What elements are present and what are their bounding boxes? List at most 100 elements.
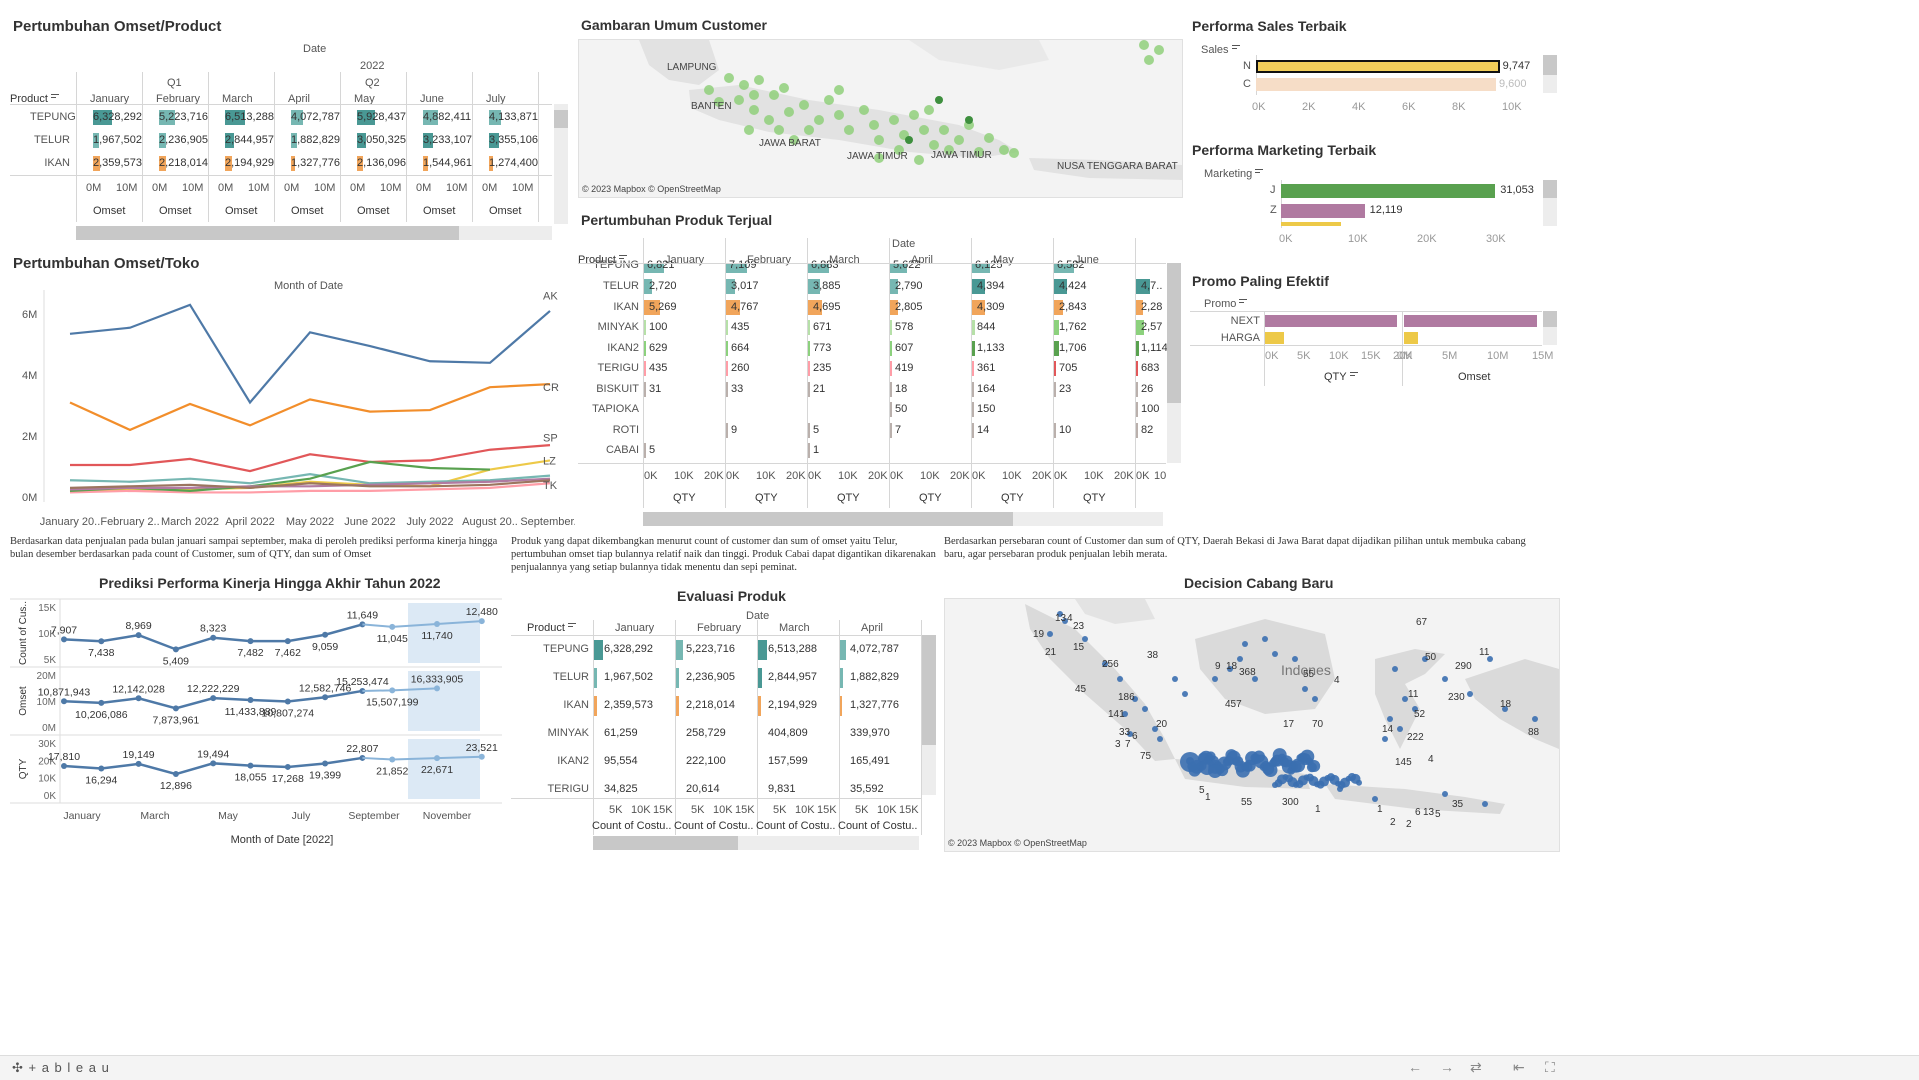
value-bar[interactable] [890, 422, 892, 438]
value-bar[interactable] [676, 668, 680, 688]
row-label[interactable]: N [1243, 60, 1251, 72]
sort-icon[interactable] [1349, 372, 1358, 380]
value-bar[interactable] [1136, 422, 1138, 438]
value-bar[interactable] [808, 422, 810, 438]
first-icon[interactable]: ⇤ [1513, 1059, 1525, 1075]
value-bar[interactable] [808, 381, 810, 397]
value-bar[interactable] [808, 361, 810, 376]
value-bar[interactable] [1136, 381, 1138, 397]
value-bar[interactable] [840, 640, 846, 660]
product-label[interactable]: IKAN [563, 699, 589, 711]
value-bar[interactable] [644, 299, 660, 315]
marketing-bar[interactable] [1281, 184, 1496, 198]
vertical-scrollbar[interactable] [1543, 311, 1557, 345]
value-bar[interactable] [644, 381, 646, 397]
fullscreen-icon[interactable]: ⛶ [1545, 1059, 1555, 1075]
value-bar[interactable] [423, 156, 428, 171]
customer-map[interactable]: LAMPUNG BANTEN JAWA BARAT JAWA TIMUR JAW… [578, 39, 1183, 198]
product-label[interactable]: TELUR [602, 280, 639, 292]
value-bar[interactable] [1054, 340, 1060, 356]
value-bar[interactable] [972, 422, 974, 438]
value-bar[interactable] [93, 156, 101, 171]
vertical-scrollbar[interactable] [1543, 180, 1557, 226]
marketing-bar-partial[interactable] [1281, 222, 1341, 226]
value-bar[interactable] [726, 263, 748, 273]
field-header[interactable]: Promo [1204, 298, 1248, 310]
product-label[interactable]: IKAN [44, 157, 70, 169]
tableau-logo[interactable]: ✣ + a b l e a u [12, 1060, 110, 1075]
field-header[interactable]: Marketing [1204, 168, 1264, 180]
product-label[interactable]: TERIGU [547, 783, 589, 795]
product-label[interactable]: TELUR [552, 671, 589, 683]
value-bar[interactable] [890, 340, 892, 356]
value-bar[interactable] [726, 279, 736, 294]
value-bar[interactable] [644, 279, 653, 294]
value-bar[interactable] [93, 110, 112, 125]
sort-icon[interactable] [1255, 169, 1264, 177]
product-label[interactable]: MINYAK [547, 727, 589, 739]
value-bar[interactable] [357, 133, 367, 148]
value-bar[interactable] [1136, 279, 1151, 294]
value-bar[interactable] [758, 668, 762, 688]
omset-bar[interactable] [1404, 332, 1418, 344]
value-bar[interactable] [644, 263, 665, 273]
value-bar[interactable] [225, 110, 245, 125]
row-header[interactable]: Product [10, 93, 59, 105]
axis-title[interactable]: QTY [1324, 371, 1358, 383]
product-label[interactable]: TEPUNG [30, 111, 76, 123]
marketing-bar[interactable] [1281, 204, 1365, 218]
sort-icon[interactable] [1231, 45, 1240, 53]
value-bar[interactable] [890, 320, 892, 335]
value-bar[interactable] [644, 340, 646, 356]
value-bar[interactable] [840, 668, 843, 688]
product-label[interactable]: BISKUIT [596, 382, 639, 395]
value-bar[interactable] [726, 299, 741, 315]
value-bar[interactable] [594, 668, 597, 688]
value-bar[interactable] [808, 279, 820, 294]
value-bar[interactable] [1054, 263, 1074, 273]
sales-bar[interactable] [1256, 60, 1500, 73]
horizontal-scrollbar[interactable] [76, 226, 552, 240]
value-bar[interactable] [890, 263, 907, 273]
horizontal-scrollbar[interactable] [593, 836, 919, 850]
value-bar[interactable] [758, 640, 767, 660]
product-label[interactable]: CABAI [605, 444, 639, 456]
value-bar[interactable] [1054, 320, 1060, 335]
value-bar[interactable] [676, 696, 680, 716]
product-label[interactable]: TELUR [33, 134, 70, 146]
value-bar[interactable] [972, 340, 976, 356]
value-bar[interactable] [808, 299, 823, 315]
value-bar[interactable] [1054, 279, 1068, 294]
value-bar[interactable] [489, 156, 493, 171]
value-bar[interactable] [808, 320, 810, 335]
field-header[interactable]: Sales [1201, 44, 1240, 56]
product-label[interactable]: IKAN2 [607, 341, 639, 354]
value-bar[interactable] [291, 110, 304, 125]
value-bar[interactable] [93, 133, 99, 148]
product-label[interactable]: MINYAK [597, 321, 639, 333]
value-bar[interactable] [1136, 402, 1138, 417]
value-bar[interactable] [357, 110, 375, 125]
value-bar[interactable] [1054, 422, 1056, 438]
value-bar[interactable] [489, 133, 500, 148]
value-bar[interactable] [972, 381, 974, 397]
value-bar[interactable] [644, 361, 646, 376]
value-bar[interactable] [159, 156, 166, 171]
value-bar[interactable] [159, 110, 175, 125]
value-bar[interactable] [726, 422, 728, 438]
vertical-scrollbar[interactable] [1167, 263, 1181, 463]
value-bar[interactable] [357, 156, 364, 171]
product-label[interactable]: IKAN [613, 300, 639, 313]
product-label[interactable]: TEPUNG [543, 643, 589, 655]
value-bar[interactable] [644, 443, 646, 458]
value-bar[interactable] [1136, 361, 1139, 376]
value-bar[interactable] [726, 340, 728, 356]
value-bar[interactable] [594, 640, 603, 660]
sales-bar[interactable] [1256, 78, 1496, 91]
value-bar[interactable] [225, 133, 234, 148]
value-bar[interactable] [972, 402, 974, 417]
sort-icon[interactable] [1239, 299, 1248, 307]
revert-icon[interactable]: ⇄ [1470, 1059, 1482, 1075]
value-bar[interactable] [726, 381, 728, 397]
